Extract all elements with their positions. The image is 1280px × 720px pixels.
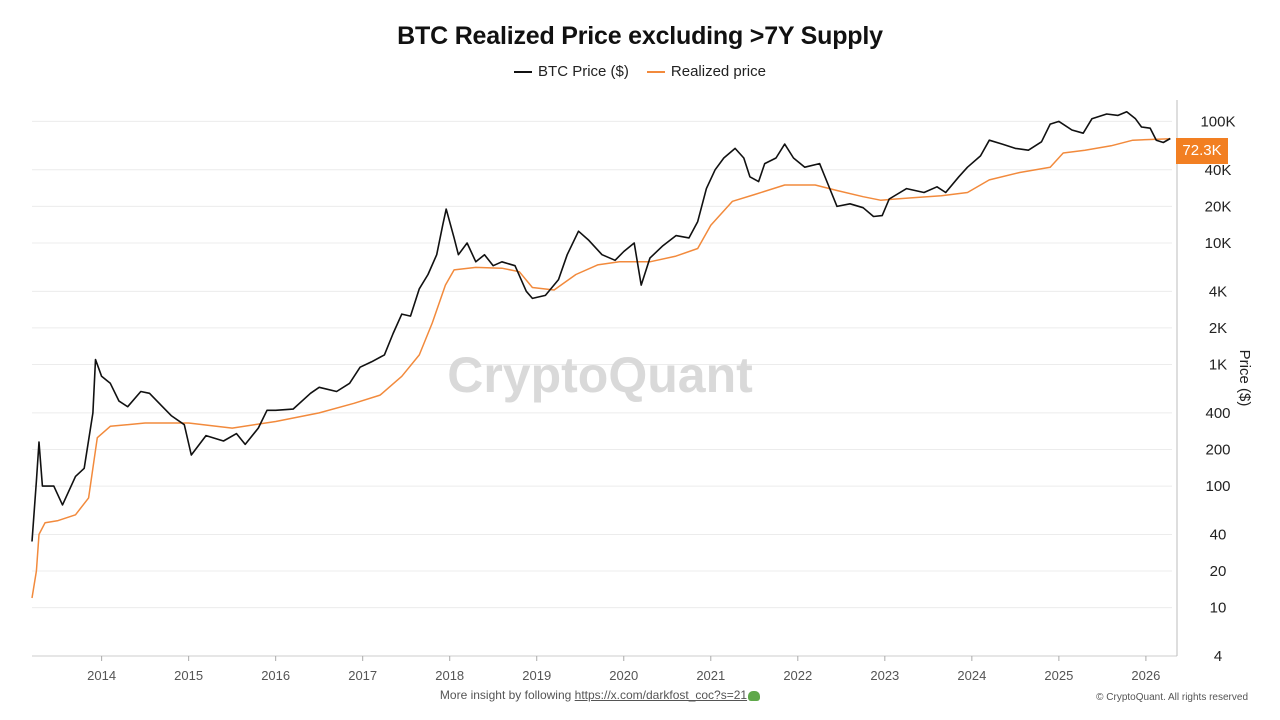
legend-label-realized: Realized price — [670, 63, 766, 80]
y-tick-label: 10K — [1205, 235, 1232, 252]
y-tick-label: 4K — [1209, 283, 1227, 300]
y-axis-title: Price ($) — [1236, 349, 1253, 407]
footer-link[interactable]: https://x.com/darkfost_coc?s=21 — [574, 688, 748, 702]
watermark: CryptoQuant — [447, 347, 753, 403]
x-tick-label: 2015 — [174, 668, 203, 683]
y-tick-label: 100K — [1200, 113, 1235, 130]
y-tick-label: 1K — [1209, 357, 1227, 374]
y-tick-label: 400 — [1205, 405, 1230, 422]
series-group — [31, 111, 1171, 599]
y-tick-label: 20K — [1205, 198, 1232, 215]
x-tick-label: 2014 — [87, 668, 116, 683]
y-tick-label: 20 — [1210, 563, 1227, 580]
x-tick-label: 2017 — [348, 668, 377, 683]
y-tick-label: 10 — [1210, 600, 1227, 617]
legend-swatch-btc — [514, 70, 533, 73]
footer: More insight by following https://x.com/… — [0, 688, 1200, 702]
x-tick-label: 2025 — [1044, 668, 1073, 683]
y-tick-label: 2K — [1209, 320, 1227, 337]
series-line-btc — [31, 111, 1171, 542]
y-tick-label: 40 — [1210, 526, 1227, 543]
x-tick-label: 2026 — [1131, 668, 1160, 683]
x-tick-label: 2019 — [522, 668, 551, 683]
x-tick-label: 2023 — [870, 668, 899, 683]
x-tick-label: 2016 — [261, 668, 290, 683]
series-line-realized — [31, 137, 1171, 599]
frog-icon — [748, 690, 761, 701]
legend: BTC Price ($) Realized price — [0, 63, 1280, 80]
legend-swatch-realized — [646, 70, 665, 73]
chart-title: BTC Realized Price excluding >7Y Supply — [397, 22, 883, 50]
y-tick-label: 4 — [1214, 648, 1222, 665]
x-axis: 2014 2015 2016 2017 2018 2019 2020 2021 2022 2023… — [32, 655, 1177, 683]
x-tick-label: 2018 — [435, 668, 464, 683]
y-tick-label: 200 — [1205, 441, 1230, 458]
y-tick-label: 40K — [1205, 162, 1232, 179]
legend-item-realized[interactable]: Realized price — [646, 63, 766, 80]
x-tick-label: 2020 — [609, 668, 638, 683]
current-price-tag: 72.3K — [1176, 138, 1228, 164]
grid-lines — [32, 120, 1172, 657]
y-tick-label: 100 — [1205, 478, 1230, 495]
legend-item-btc[interactable]: BTC Price ($) — [514, 63, 629, 80]
x-tick-label: 2022 — [783, 668, 812, 683]
y-axis: 4 10 20 40 100 200 400 1K 2K 4K 10K 20K 40K 100K — [1176, 100, 1236, 665]
x-tick-label: 2021 — [696, 668, 725, 683]
footer-text: More insight by following — [439, 688, 575, 702]
legend-label-btc: BTC Price ($) — [538, 63, 629, 80]
x-tick-label: 2024 — [957, 668, 986, 683]
copyright: © CryptoQuant. All rights reserved — [1096, 692, 1248, 703]
